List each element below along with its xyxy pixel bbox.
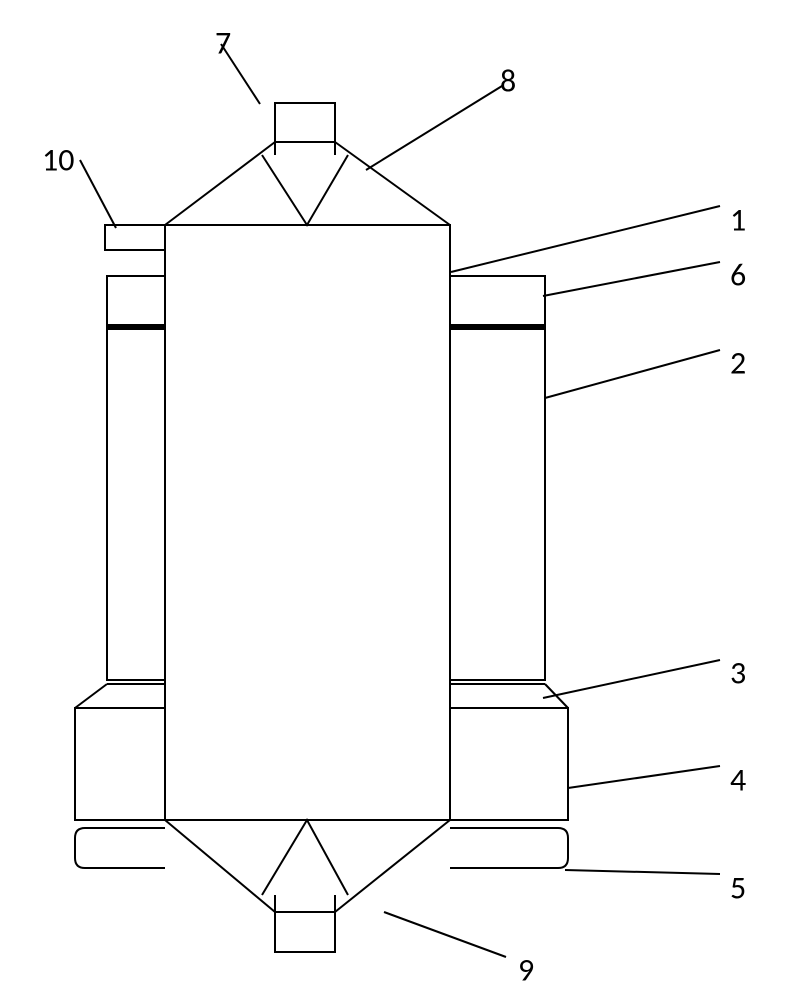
lower-column-left: [75, 708, 165, 820]
label-l9: 9: [518, 951, 534, 990]
leader-l1: [451, 206, 720, 272]
leader-l3: [543, 660, 720, 698]
top-outlet: [275, 103, 335, 155]
label-l6: 6: [730, 256, 746, 295]
foot-right: [450, 828, 568, 868]
bottom-inner-cone: [262, 820, 348, 895]
left-port: [105, 225, 165, 250]
lower-column-right: [450, 708, 568, 820]
leader-l10: [80, 160, 116, 228]
top-inner-cone: [262, 155, 348, 225]
side-column-right: [450, 276, 545, 680]
labels: 1 2 3 4 5 6 7 8 9 10: [42, 24, 746, 990]
label-l1: 1: [730, 201, 746, 240]
label-l2: 2: [730, 344, 746, 383]
transition-left: [75, 684, 165, 708]
leader-l8: [366, 86, 502, 170]
foot-left: [75, 828, 165, 868]
side-column-left: [107, 276, 165, 680]
leader-l9: [384, 912, 506, 957]
label-l5: 5: [730, 869, 746, 908]
bottom-cone: [165, 820, 450, 912]
label-l10: 10: [42, 141, 74, 180]
label-l4: 4: [730, 761, 746, 800]
label-l8: 8: [500, 62, 516, 101]
leader-l2: [545, 350, 720, 398]
leader-l6: [543, 262, 720, 296]
label-l7: 7: [215, 24, 231, 63]
top-cone: [165, 142, 450, 225]
leader-l5: [565, 870, 720, 874]
main-body: [165, 225, 450, 820]
label-l3: 3: [730, 654, 746, 693]
leader-l4: [568, 766, 720, 788]
vessel-diagram: [75, 103, 568, 952]
bottom-outlet: [275, 895, 335, 952]
